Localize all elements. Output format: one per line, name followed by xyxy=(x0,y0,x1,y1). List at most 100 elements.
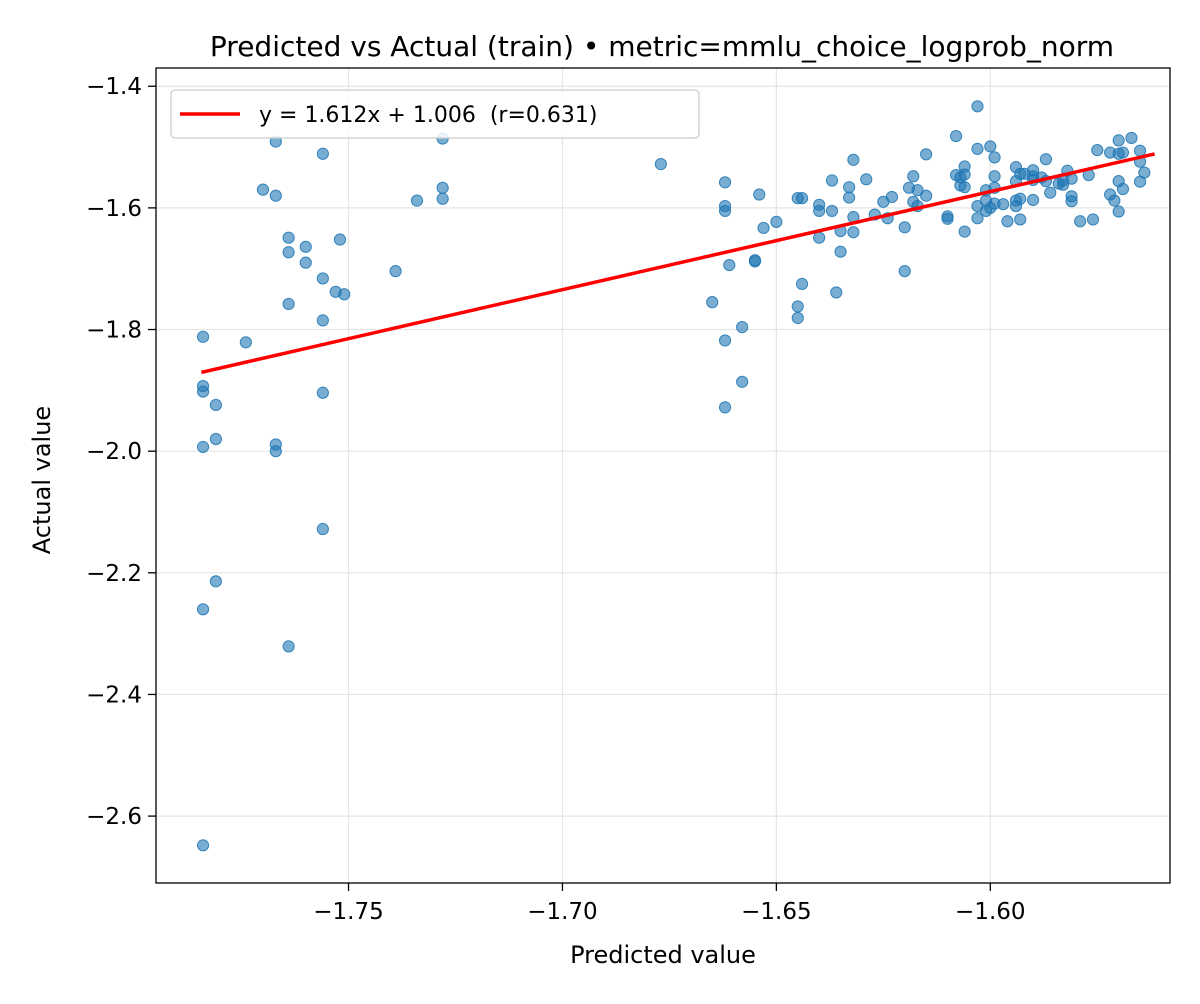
legend-box xyxy=(170,89,700,139)
x-axis-label: Predicted value xyxy=(570,941,756,969)
scatter-point xyxy=(1039,153,1053,166)
scatter-point xyxy=(209,432,222,446)
fit-line xyxy=(200,152,1155,375)
scatter-point xyxy=(1108,194,1121,207)
scatter-point xyxy=(410,194,424,207)
scatter-point xyxy=(941,212,954,225)
scatter-point xyxy=(813,204,826,218)
scatter-point xyxy=(316,314,329,327)
scatter-point xyxy=(911,184,924,197)
y-axis-label: Actual value xyxy=(28,406,56,554)
scatter-point xyxy=(898,221,911,234)
scatter-point xyxy=(984,140,997,153)
scatter-point xyxy=(958,168,971,181)
scatter-point xyxy=(813,231,826,244)
scatter-point xyxy=(718,334,732,347)
scatter-point xyxy=(920,148,933,161)
y-tick-label: −2.0 xyxy=(86,439,142,465)
scatter-point xyxy=(898,265,911,278)
scatter-point xyxy=(282,246,295,259)
scatter-point xyxy=(791,311,804,325)
scatter-point xyxy=(196,440,210,454)
scatter-point xyxy=(1091,144,1104,157)
fit-layer xyxy=(200,152,1155,375)
legend: y = 1.612x + 1.006 (r=0.631) xyxy=(170,89,700,139)
scatter-point xyxy=(748,255,762,268)
scatter-point xyxy=(256,183,270,196)
scatter-point xyxy=(1065,195,1078,208)
scatter-point xyxy=(282,640,295,653)
ticks-layer: −1.75 −1.70 −1.65 −1.60 −2.6 −2.4 −2.2 −2.0 −1.8… xyxy=(86,74,1025,925)
scatter-point xyxy=(949,130,963,143)
scatter-point xyxy=(718,204,732,218)
x-tick-label: −1.60 xyxy=(955,899,1025,925)
plot-frame xyxy=(155,67,1171,884)
scatter-point xyxy=(1116,146,1130,159)
scatter-point xyxy=(718,401,732,414)
y-tick-label: −2.2 xyxy=(86,561,142,587)
y-tick-label: −2.6 xyxy=(86,804,142,830)
scatter-point xyxy=(843,181,856,194)
scatter-point xyxy=(795,192,809,205)
scatter-point xyxy=(988,170,1001,183)
scatter-point xyxy=(316,147,329,160)
scatter-point xyxy=(971,142,984,155)
scatter-point xyxy=(333,233,347,246)
scatter-point xyxy=(791,300,804,313)
scatter-point xyxy=(706,296,719,309)
scatter-point xyxy=(196,839,210,852)
scatter-point xyxy=(1086,213,1100,226)
scatter-point xyxy=(282,231,295,244)
scatter-point xyxy=(736,320,749,334)
scatter-point xyxy=(299,256,312,269)
scatter-point xyxy=(997,198,1010,211)
scatter-point xyxy=(847,226,860,239)
scatter-point xyxy=(847,153,860,166)
y-tick-label: −2.4 xyxy=(86,682,142,708)
scatter-point xyxy=(282,297,295,311)
scatter-point xyxy=(389,265,402,278)
scatter-point xyxy=(436,181,449,194)
scatter-point xyxy=(830,286,843,299)
scatter-point xyxy=(299,240,312,253)
scatter-point xyxy=(825,174,839,187)
points-layer xyxy=(196,100,1151,852)
scatter-point xyxy=(196,385,210,398)
scatter-point xyxy=(1112,134,1125,147)
scatter-point xyxy=(1014,213,1027,226)
legend-fit-label: y = 1.612x + 1.006 (r=0.631) xyxy=(259,103,597,128)
x-tick-label: −1.70 xyxy=(527,899,597,925)
scatter-point xyxy=(316,386,329,399)
scatter-point xyxy=(269,189,282,202)
scatter-point xyxy=(723,258,736,272)
scatter-point xyxy=(843,191,856,204)
scatter-point xyxy=(239,336,252,349)
scatter-point xyxy=(958,225,971,238)
chart-title: Predicted vs Actual (train) • metric=mml… xyxy=(210,30,1114,63)
scatter-point xyxy=(770,215,783,228)
scatter-point xyxy=(1014,192,1027,205)
scatter-point xyxy=(958,181,971,194)
x-tick-label: −1.75 xyxy=(313,899,383,925)
scatter-point xyxy=(1001,215,1014,228)
scatter-point xyxy=(885,190,898,204)
scatter-point xyxy=(316,522,329,536)
scatter-point xyxy=(1138,166,1151,179)
scatter-point xyxy=(718,176,732,189)
scatter-point xyxy=(269,445,282,458)
scatter-point xyxy=(209,575,222,588)
scatter-point xyxy=(1112,205,1125,218)
scatter-point xyxy=(196,330,210,343)
scatter-point xyxy=(971,212,984,225)
scatter-point xyxy=(971,100,984,113)
scatter-point xyxy=(860,173,873,186)
scatter-point xyxy=(736,375,749,388)
scatter-point xyxy=(834,245,847,258)
scatter-point xyxy=(1074,215,1087,228)
scatter-point xyxy=(825,204,839,218)
scatter-point xyxy=(436,192,449,205)
y-tick-label: −1.8 xyxy=(86,318,142,344)
x-tick-label: −1.65 xyxy=(741,899,811,925)
